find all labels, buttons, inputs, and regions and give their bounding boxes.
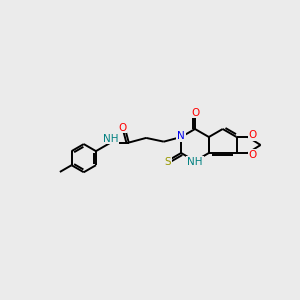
Text: NH: NH (187, 157, 203, 167)
Text: O: O (249, 150, 257, 160)
Text: O: O (192, 108, 200, 118)
Text: O: O (118, 122, 126, 133)
Text: O: O (249, 130, 257, 140)
Text: S: S (164, 157, 171, 167)
Text: NH: NH (103, 134, 118, 144)
Text: N: N (177, 131, 185, 141)
